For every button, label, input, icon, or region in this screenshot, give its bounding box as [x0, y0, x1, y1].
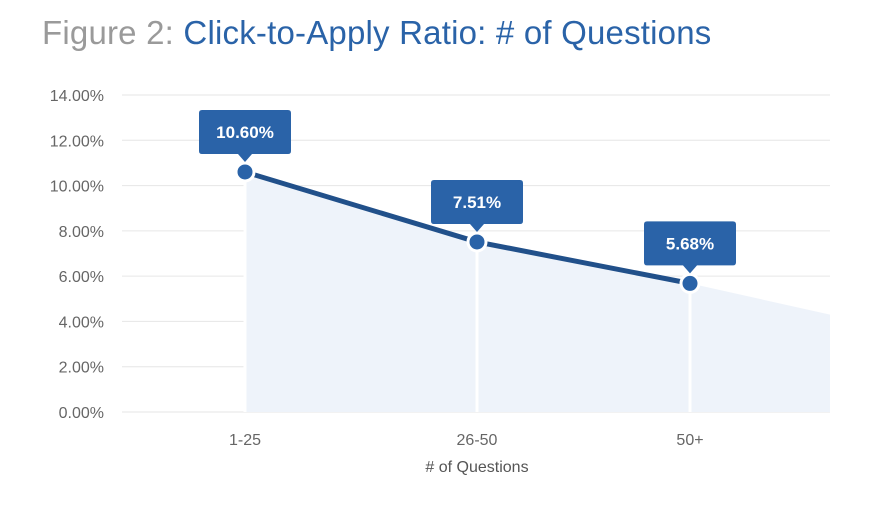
data-point — [679, 272, 701, 294]
y-tick-label: 8.00% — [59, 224, 104, 241]
area-fill — [245, 171, 830, 412]
data-points — [234, 161, 701, 294]
y-tick-label: 14.00% — [50, 88, 104, 105]
y-axis: 0.00% 2.00% 4.00% 6.00% 8.00% 10.00% 12.00% 14.… — [50, 88, 104, 422]
data-label: 10.60% — [216, 123, 274, 142]
data-label-box — [431, 179, 523, 232]
drop-lines — [243, 171, 692, 412]
y-tick-label: 12.00% — [50, 133, 104, 150]
area-shape — [245, 171, 830, 412]
data-label: 5.68% — [666, 234, 714, 253]
data-labels: 10.60% 7.51% 5.68% — [199, 109, 736, 274]
x-axis-label: # of Questions — [425, 459, 528, 476]
figure-title: Click-to-Apply Ratio: # of Questions — [183, 14, 712, 51]
y-tick-label: 0.00% — [59, 405, 104, 422]
x-tick-label: 1-25 — [229, 432, 261, 449]
figure-number: Figure 2: — [42, 14, 175, 51]
data-label-box — [644, 221, 736, 274]
data-label: 7.51% — [453, 193, 501, 212]
y-tick-label: 6.00% — [59, 269, 104, 286]
x-axis: 1-25 26-50 50+ — [229, 432, 704, 449]
data-label-box — [199, 109, 291, 162]
data-point — [234, 161, 256, 183]
y-tick-label: 10.00% — [50, 179, 104, 196]
x-tick-label: 26-50 — [457, 432, 498, 449]
y-tick-label: 2.00% — [59, 360, 104, 377]
data-point — [466, 231, 488, 253]
chart-title: Figure 2: Click-to-Apply Ratio: # of Que… — [42, 14, 711, 52]
x-tick-label: 50+ — [676, 432, 703, 449]
y-tick-label: 4.00% — [59, 314, 104, 331]
